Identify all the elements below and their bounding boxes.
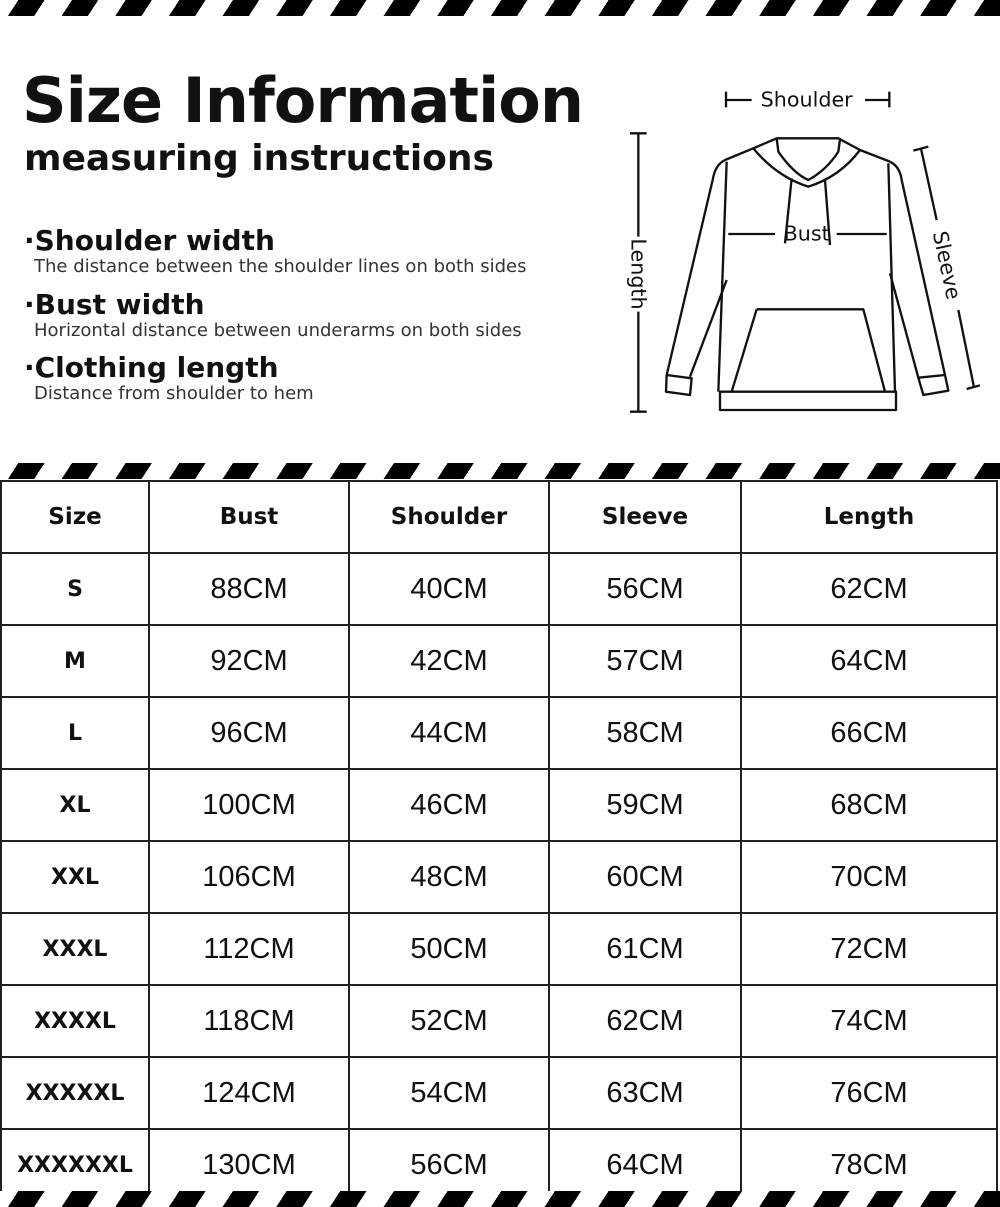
table-row: XL 100CM 46CM 59CM 68CM <box>0 768 998 842</box>
measurement-cell: 57CM <box>548 624 742 698</box>
hoodie-outline-icon <box>664 137 950 412</box>
measurement-cell: 106CM <box>148 840 350 914</box>
measurement-cell: 66CM <box>740 696 998 770</box>
table-row: XXL 106CM 48CM 60CM 70CM <box>0 840 998 914</box>
instruction-desc: The distance between the shoulder lines … <box>34 256 527 277</box>
measurement-cell: 72CM <box>740 912 998 986</box>
sleeve-label: Sleeve <box>928 229 966 302</box>
column-header: Length <box>740 480 998 554</box>
measurement-cell: 48CM <box>348 840 550 914</box>
stripe-border-top <box>0 0 1000 16</box>
measurement-cell: 76CM <box>740 1056 998 1130</box>
measurement-cell: 64CM <box>740 624 998 698</box>
instruction-bust: ·Bust width Horizontal distance between … <box>24 290 522 342</box>
table-header-row: Size Bust Shoulder Sleeve Length <box>0 480 998 554</box>
table-row: XXXL 112CM 50CM 61CM 72CM <box>0 912 998 986</box>
stripe-border-middle <box>0 463 1000 479</box>
instruction-desc: Horizontal distance between underarms on… <box>34 320 522 341</box>
measurement-cell: 74CM <box>740 984 998 1058</box>
measurement-cell: 124CM <box>148 1056 350 1130</box>
column-header: Size <box>0 480 150 554</box>
measurement-cell: 68CM <box>740 768 998 842</box>
measurement-cell: 62CM <box>740 552 998 626</box>
table-row: XXXXL 118CM 52CM 62CM 74CM <box>0 984 998 1058</box>
measurement-cell: 60CM <box>548 840 742 914</box>
size-cell: XL <box>0 768 150 842</box>
size-cell: XXXL <box>0 912 150 986</box>
shoulder-label: Shoulder <box>761 88 853 112</box>
measurement-cell: 50CM <box>348 912 550 986</box>
length-label: Length <box>627 238 651 309</box>
measurement-cell: 112CM <box>148 912 350 986</box>
measurement-cell: 96CM <box>148 696 350 770</box>
stripe-border-bottom <box>0 1191 1000 1207</box>
size-table: Size Bust Shoulder Sleeve Length S 88CM 40CM 56… <box>0 480 998 1202</box>
instruction-heading: ·Shoulder width <box>24 224 275 257</box>
measurement-cell: 44CM <box>348 696 550 770</box>
instruction-heading: ·Bust width <box>24 288 205 321</box>
measurement-cell: 63CM <box>548 1056 742 1130</box>
measurement-cell: 61CM <box>548 912 742 986</box>
measurement-cell: 56CM <box>548 552 742 626</box>
instruction-shoulder: ·Shoulder width The distance between the… <box>24 226 526 278</box>
column-header: Sleeve <box>548 480 742 554</box>
measurement-cell: 52CM <box>348 984 550 1058</box>
size-cell: XXXXXL <box>0 1056 150 1130</box>
measurement-cell: 58CM <box>548 696 742 770</box>
size-cell: XXL <box>0 840 150 914</box>
measurement-cell: 46CM <box>348 768 550 842</box>
page-subtitle: measuring instructions <box>24 138 494 179</box>
instruction-heading: ·Clothing length <box>24 351 279 384</box>
measurement-cell: 92CM <box>148 624 350 698</box>
column-header: Shoulder <box>348 480 550 554</box>
measurement-cell: 42CM <box>348 624 550 698</box>
bust-label: Bust <box>784 222 830 246</box>
measurement-cell: 40CM <box>348 552 550 626</box>
size-cell: XXXXXXL <box>0 1128 150 1202</box>
instruction-desc: Distance from shoulder to hem <box>34 383 314 404</box>
page-title: Size Information <box>22 64 584 137</box>
measurement-cell: 62CM <box>548 984 742 1058</box>
table-row: S 88CM 40CM 56CM 62CM <box>0 552 998 626</box>
table-row: M 92CM 42CM 57CM 64CM <box>0 624 998 698</box>
measurement-cell: 118CM <box>148 984 350 1058</box>
measurement-cell: 100CM <box>148 768 350 842</box>
measurement-cell: 56CM <box>348 1128 550 1202</box>
measurement-cell: 130CM <box>148 1128 350 1202</box>
table-row: XXXXXL 124CM 54CM 63CM 76CM <box>0 1056 998 1130</box>
size-cell: XXXXL <box>0 984 150 1058</box>
measurement-cell: 88CM <box>148 552 350 626</box>
size-cell: L <box>0 696 150 770</box>
hoodie-diagram: Bust Shoulder Length Sleeve <box>627 88 980 413</box>
table-row: L 96CM 44CM 58CM 66CM <box>0 696 998 770</box>
size-cell: S <box>0 552 150 626</box>
size-cell: M <box>0 624 150 698</box>
measurement-cell: 54CM <box>348 1056 550 1130</box>
column-header: Bust <box>148 480 350 554</box>
measurement-cell: 59CM <box>548 768 742 842</box>
measurement-cell: 70CM <box>740 840 998 914</box>
instruction-length: ·Clothing length Distance from shoulder … <box>24 353 314 405</box>
